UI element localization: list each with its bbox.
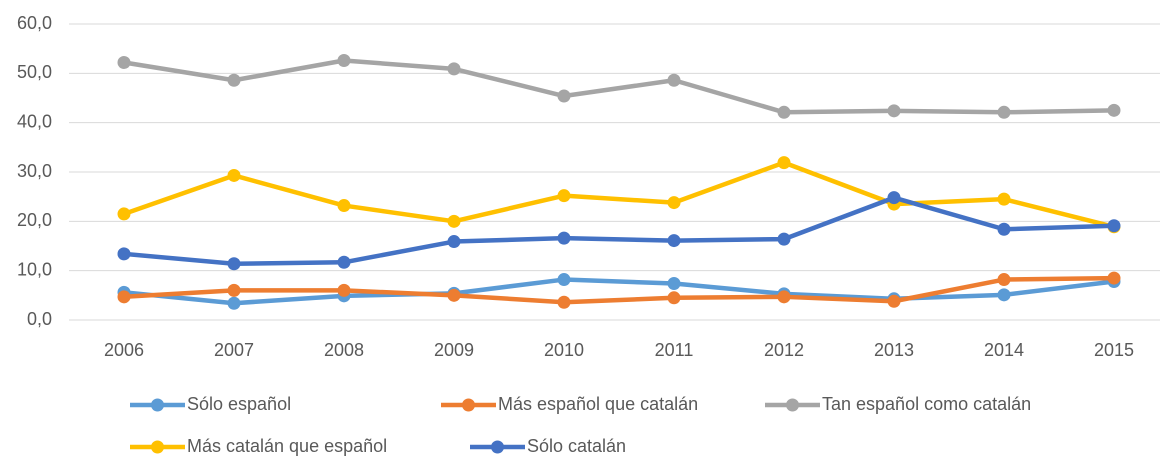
data-point <box>227 257 241 271</box>
data-point <box>557 231 571 245</box>
data-point <box>447 214 461 228</box>
data-point <box>557 189 571 203</box>
data-point <box>117 290 131 304</box>
data-point <box>667 276 681 290</box>
y-tick-label: 50,0 <box>17 62 52 82</box>
data-point <box>337 255 351 269</box>
data-point <box>337 54 351 68</box>
data-point <box>227 168 241 182</box>
legend-label: Sólo español <box>187 394 291 414</box>
legend-label: Más español que catalán <box>498 394 698 414</box>
data-point <box>337 199 351 213</box>
x-tick-label: 2009 <box>434 340 474 360</box>
data-point <box>777 105 791 119</box>
data-point <box>227 73 241 87</box>
data-point <box>777 156 791 170</box>
y-tick-label: 20,0 <box>17 210 52 230</box>
y-tick-label: 60,0 <box>17 13 52 33</box>
data-point <box>997 192 1011 206</box>
legend-marker <box>151 440 164 454</box>
series-line <box>123 275 1115 305</box>
data-point <box>1107 103 1121 117</box>
series-line <box>123 195 1115 267</box>
data-point <box>667 291 681 305</box>
x-tick-label: 2008 <box>324 340 364 360</box>
data-point <box>667 234 681 248</box>
data-point <box>117 247 131 261</box>
data-point <box>117 207 131 221</box>
data-point <box>337 283 351 297</box>
y-tick-label: 40,0 <box>17 111 52 131</box>
data-point <box>557 273 571 287</box>
data-point <box>887 191 901 205</box>
data-point <box>557 295 571 309</box>
data-point <box>777 290 791 304</box>
x-tick-label: 2012 <box>764 340 804 360</box>
legend-label: Tan español como catalán <box>822 394 1031 414</box>
series-line <box>123 160 1115 229</box>
y-tick-label: 0,0 <box>27 309 52 329</box>
data-point <box>887 294 901 308</box>
x-tick-label: 2010 <box>544 340 584 360</box>
data-point <box>777 232 791 246</box>
y-tick-label: 30,0 <box>17 161 52 181</box>
x-tick-label: 2006 <box>104 340 144 360</box>
legend-marker <box>462 398 475 412</box>
data-point <box>667 196 681 210</box>
legend-marker <box>151 398 164 412</box>
data-point <box>887 104 901 118</box>
y-tick-label: 10,0 <box>17 259 52 279</box>
data-point <box>447 62 461 76</box>
x-tick-label: 2013 <box>874 340 914 360</box>
legend-marker <box>491 440 504 454</box>
legend-label: Más catalán que español <box>187 436 387 456</box>
data-point <box>997 288 1011 302</box>
data-point <box>997 222 1011 236</box>
series-line <box>123 58 1115 115</box>
data-point <box>227 283 241 297</box>
x-tick-label: 2014 <box>984 340 1024 360</box>
x-tick-label: 2015 <box>1094 340 1134 360</box>
data-point <box>997 105 1011 119</box>
data-point <box>1107 271 1121 285</box>
legend-marker <box>786 398 799 412</box>
data-point <box>557 89 571 103</box>
legend-label: Sólo catalán <box>527 436 626 456</box>
data-point <box>1107 219 1121 233</box>
data-point <box>447 235 461 249</box>
x-tick-label: 2007 <box>214 340 254 360</box>
series-line <box>123 277 1115 306</box>
data-point <box>117 55 131 69</box>
data-point <box>447 288 461 302</box>
data-point <box>667 73 681 87</box>
x-tick-label: 2011 <box>655 340 694 360</box>
data-point <box>227 296 241 310</box>
data-point <box>997 273 1011 287</box>
